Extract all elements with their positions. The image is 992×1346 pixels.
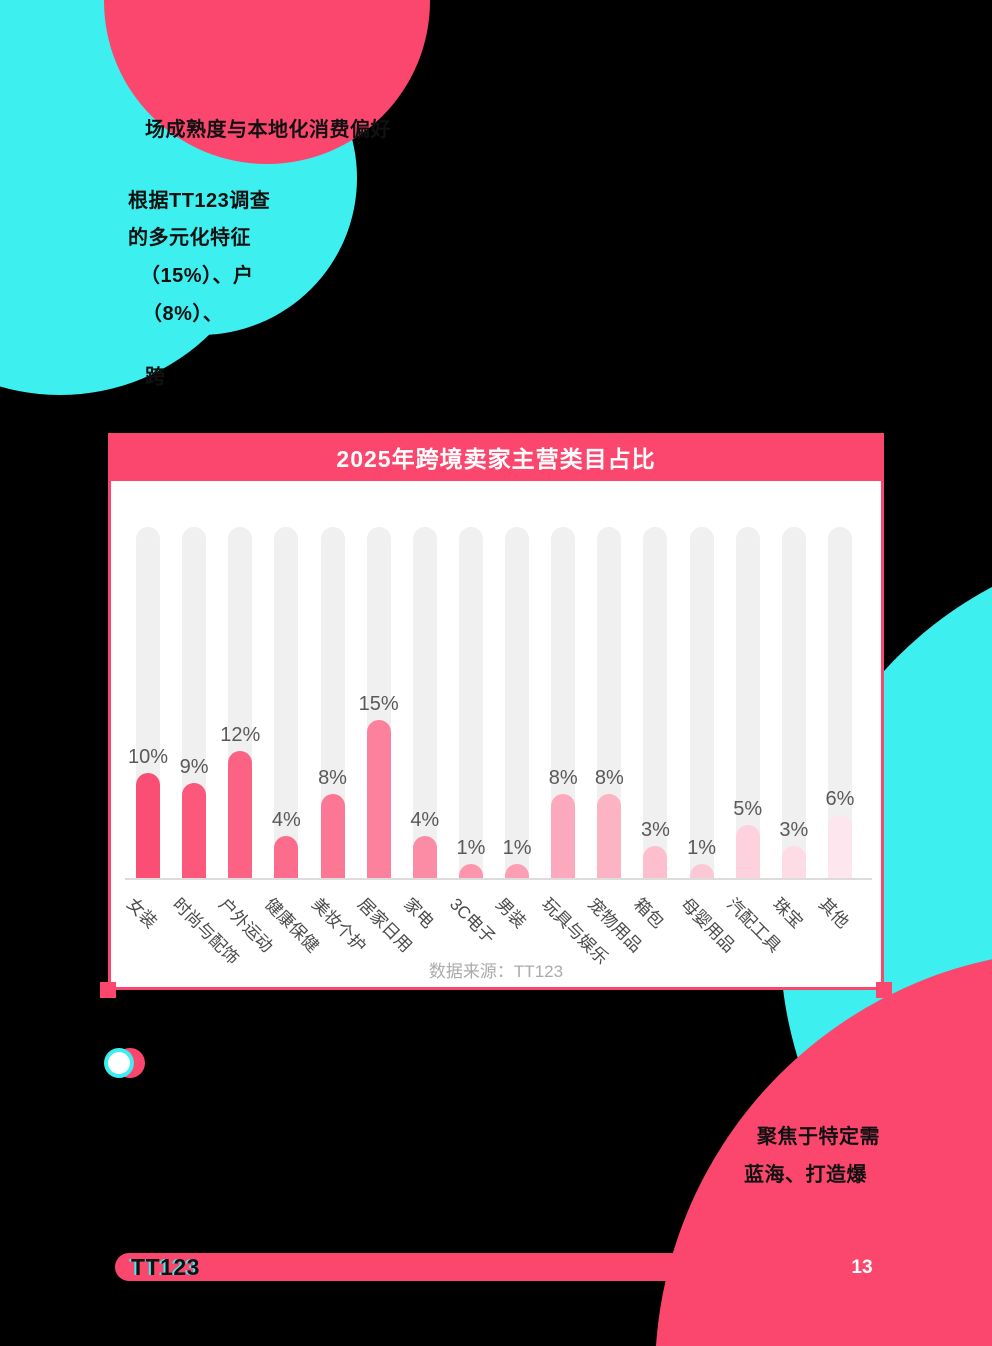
footer-bar: TT123 — [115, 1253, 992, 1281]
card-handle-left — [100, 982, 116, 998]
bar-value-label: 8% — [594, 766, 624, 789]
body-text-line-5: （8%）、 — [142, 303, 224, 325]
bar-value-label: 8% — [318, 766, 347, 789]
bar-value-label: 12% — [220, 724, 261, 747]
bar — [643, 846, 668, 878]
footer-logo: TT123 — [131, 1253, 200, 1280]
bar — [274, 835, 299, 878]
bottom-text-line-2: 蓝海、打造爆 — [744, 1164, 867, 1186]
bar-track — [412, 527, 437, 878]
bar — [366, 719, 391, 878]
bar-value-label: 1% — [687, 837, 716, 859]
bar-value-label: 1% — [456, 837, 486, 859]
bar — [551, 793, 576, 878]
bar — [182, 783, 207, 878]
bar — [505, 864, 530, 878]
plot-area: 数据来源：TT123 10% 女装 9% 时尚与配饰 12% 户外运动 4% 健康保健 8% 美妆… — [111, 481, 881, 987]
bar-value-label: 3% — [640, 819, 670, 842]
bar-value-label: 5% — [733, 798, 763, 821]
bar-track — [735, 527, 760, 878]
bar — [458, 864, 483, 878]
bar-track — [274, 527, 299, 878]
bottom-text-line-1: 聚焦于特定需 — [757, 1126, 880, 1148]
body-text-line-1: 场成熟度与本地化消费偏好 — [145, 119, 391, 141]
body-text-line-3: 的多元化特征 — [128, 227, 251, 249]
bar-value-label: 3% — [779, 819, 809, 842]
bar — [827, 814, 852, 878]
bar — [136, 772, 160, 878]
bar-track — [458, 527, 483, 878]
body-text-line-2: 根据TT123调查 — [128, 190, 271, 212]
bar-value-label: 1% — [502, 837, 532, 859]
bar-value-label: 6% — [825, 787, 855, 810]
x-tick-label: 女装 — [123, 894, 161, 933]
bar — [735, 825, 760, 878]
x-axis-line — [125, 878, 872, 880]
body-text-fragment: 跨 — [145, 366, 166, 388]
bar-value-label: 8% — [548, 766, 578, 789]
bar — [320, 793, 345, 878]
x-tick-label: 3C电子 — [445, 894, 499, 948]
data-source-label: 数据来源：TT123 — [428, 962, 564, 981]
bar-value-label: 15% — [358, 692, 399, 715]
bar-track — [689, 527, 714, 878]
card-handle-right — [876, 982, 892, 998]
note-icon-white-circle — [108, 1052, 130, 1074]
chart-title: 2025年跨境卖家主营类目占比 — [336, 446, 656, 472]
page-number: 13 — [851, 1257, 873, 1278]
x-tick-label: 其他 — [814, 894, 853, 933]
bar — [228, 751, 253, 878]
tiktok-note-icon — [104, 1047, 148, 1080]
bar — [781, 846, 806, 878]
bar-value-label: 4% — [410, 808, 440, 831]
bar-track — [781, 527, 806, 878]
bar — [597, 793, 622, 878]
chart-card: 2025年跨境卖家主营类目占比 数据来源：TT123 10% 女装 9% 时尚与配饰 1… — [108, 433, 884, 990]
bar-value-label: 4% — [271, 808, 301, 831]
bar-track — [643, 527, 668, 878]
bar — [412, 835, 437, 878]
bar-track — [505, 527, 530, 878]
body-text-line-4: （15%）、户 — [140, 265, 254, 287]
bar-value-label: 10% — [127, 745, 169, 768]
bar — [689, 864, 714, 878]
bar-value-label: 9% — [179, 756, 209, 779]
chart-header: 2025年跨境卖家主营类目占比 — [108, 433, 884, 481]
